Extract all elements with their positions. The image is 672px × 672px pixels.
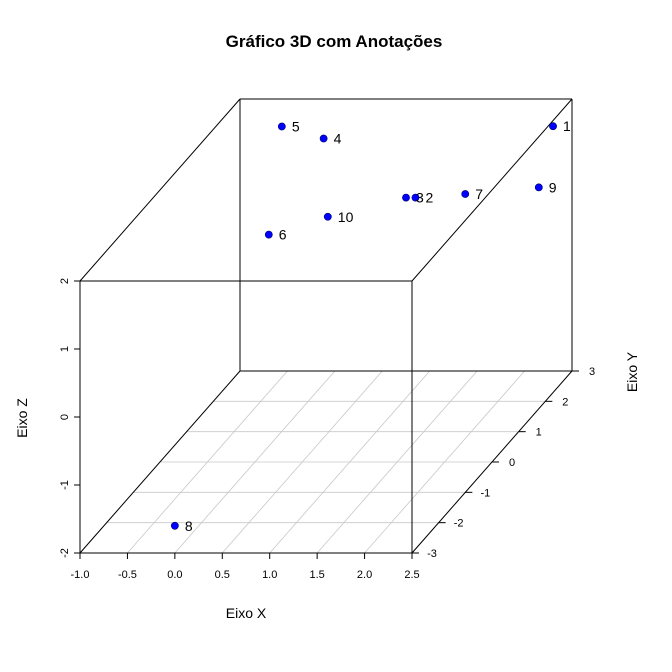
point-label-9: 9 xyxy=(549,179,557,195)
point-label-10: 10 xyxy=(338,209,354,225)
plot-box xyxy=(79,98,573,554)
box-edge xyxy=(411,98,573,282)
point-label-5: 5 xyxy=(292,119,300,135)
data-point-9 xyxy=(534,183,543,192)
data-point-4 xyxy=(319,134,328,143)
y-tick-label: 1 xyxy=(536,427,542,439)
box-edge xyxy=(79,98,241,282)
data-point-3 xyxy=(402,193,410,202)
point-label-2: 2 xyxy=(425,190,433,206)
floor-grid xyxy=(79,370,573,554)
z-tick-label: -1 xyxy=(59,480,71,490)
point-label-3: 3 xyxy=(416,190,424,206)
y-tick-label: -2 xyxy=(454,518,464,530)
x-tick-label: 1.5 xyxy=(309,569,324,581)
x-tick-label: 2.5 xyxy=(404,569,419,581)
point-label-4: 4 xyxy=(334,131,342,147)
z-tick-label: 2 xyxy=(59,278,71,284)
x-tick-label: 2.0 xyxy=(357,569,372,581)
y-tick-label: -3 xyxy=(427,548,437,560)
data-point-8 xyxy=(170,521,179,530)
x-axis-label: Eixo X xyxy=(226,605,267,621)
y-tick-label: 3 xyxy=(589,366,595,378)
y-tick-label: 2 xyxy=(562,396,568,408)
x-tick-label: 1.0 xyxy=(262,569,277,581)
point-label-8: 8 xyxy=(185,518,193,534)
data-point-5 xyxy=(277,122,286,131)
data-point-7 xyxy=(461,190,470,198)
x-tick-label: -0.5 xyxy=(118,569,137,581)
x-tick-label: -1.0 xyxy=(71,569,90,581)
point-label-6: 6 xyxy=(279,227,287,243)
data-point-2 xyxy=(411,193,420,202)
y-axis-label: Eixo Y xyxy=(624,351,640,392)
z-tick-label: -2 xyxy=(59,548,71,558)
z-tick-label: 1 xyxy=(59,346,71,352)
axis-ticks: -1.0 -0.5 0.0 0.5 1.0 1.5 2.0 2.5 -2 -1 0 1 2 -3 -2 -1 0… xyxy=(59,278,595,581)
y-tick-label: -1 xyxy=(480,487,490,499)
chart-title: Gráfico 3D com Anotações xyxy=(226,32,443,51)
data-point-10 xyxy=(323,212,332,221)
x-tick-label: 0.5 xyxy=(215,569,230,581)
y-tick-label: 0 xyxy=(509,457,515,469)
z-tick-label: 0 xyxy=(59,414,71,420)
data-point-1 xyxy=(549,122,557,131)
x-tick-label: 0.0 xyxy=(167,569,182,581)
box-edge xyxy=(79,370,241,554)
point-label-7: 7 xyxy=(475,186,483,202)
point-label-1: 1 xyxy=(563,118,571,134)
data-point-6 xyxy=(264,230,273,239)
z-axis-label: Eixo Z xyxy=(14,398,30,438)
